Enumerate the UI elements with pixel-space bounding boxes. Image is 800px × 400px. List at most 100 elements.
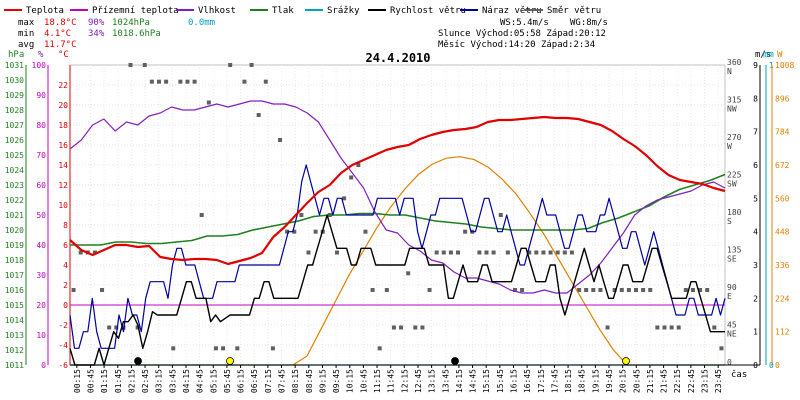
x-tick-label: 00:45 bbox=[86, 369, 95, 393]
pct-tick-label: 70 bbox=[36, 151, 46, 160]
dir-point bbox=[221, 346, 226, 351]
chart-title: 24.4.2010 bbox=[365, 51, 430, 65]
legend-label: Náraz větru bbox=[482, 6, 542, 16]
hpa-tick-label: 1021 bbox=[5, 211, 24, 220]
hpa-tick-label: 1029 bbox=[5, 91, 24, 100]
dir-compass-label: NW bbox=[727, 105, 737, 114]
dir-point bbox=[548, 250, 553, 255]
stats-min-hum: 34% bbox=[88, 29, 105, 39]
axis-title-pct: % bbox=[38, 50, 44, 60]
wm2-tick-label: 224 bbox=[775, 294, 790, 303]
dir-point bbox=[420, 325, 425, 330]
x-tick-label: 14:45 bbox=[469, 369, 478, 393]
x-tick-label: 22:15 bbox=[673, 369, 682, 393]
degc-tick-label: -2 bbox=[58, 321, 68, 330]
legend: Teplota Přízemní teplota Vlhkost Tlak Srážky… bbox=[4, 6, 601, 16]
hpa-tick-label: 1022 bbox=[5, 196, 24, 205]
dir-point bbox=[605, 325, 610, 330]
dir-point bbox=[641, 288, 646, 292]
dir-point bbox=[78, 250, 83, 255]
pct-tick-label: 0 bbox=[41, 361, 46, 370]
legend-item: Teplota bbox=[4, 6, 64, 16]
hpa-tick-label: 1019 bbox=[5, 241, 24, 250]
x-tick-label: 20:45 bbox=[632, 369, 641, 393]
x-tick-label: 23:15 bbox=[701, 369, 710, 393]
stats-moon: Měsíc Východ:14:20 Západ:2:34 bbox=[438, 40, 595, 50]
x-tick-label: 18:45 bbox=[578, 369, 587, 393]
dir-point bbox=[349, 175, 354, 180]
pct-tick-label: 10 bbox=[36, 331, 46, 340]
dir-point bbox=[676, 325, 681, 330]
x-tick-label: 00:15 bbox=[73, 369, 82, 393]
stats-wind-gust: WG:8m/s bbox=[570, 18, 608, 28]
x-tick-label: 17:45 bbox=[550, 369, 559, 393]
degc-tick-label: 8 bbox=[63, 221, 68, 230]
x-tick-label: 17:15 bbox=[537, 369, 546, 393]
dir-point bbox=[534, 250, 539, 255]
wm2-tick-label: 0 bbox=[775, 361, 780, 370]
dir-tick-label: 270 bbox=[727, 133, 742, 142]
degc-tick-label: 4 bbox=[63, 261, 68, 270]
dir-point bbox=[334, 250, 339, 255]
hpa-tick-label: 1018 bbox=[5, 256, 24, 265]
hpa-tick-label: 1020 bbox=[5, 226, 24, 235]
dir-point bbox=[92, 250, 97, 255]
legend-label: Teplota bbox=[26, 6, 64, 16]
legend-item: Směr větru bbox=[525, 6, 601, 16]
dir-point bbox=[114, 325, 119, 330]
hpa-tick-label: 1025 bbox=[5, 151, 24, 160]
dir-point bbox=[256, 113, 261, 117]
dir-point bbox=[541, 250, 546, 255]
dir-point bbox=[206, 100, 211, 105]
x-tick-label: 02:15 bbox=[127, 369, 136, 393]
dir-point bbox=[569, 250, 574, 255]
hpa-tick-label: 1014 bbox=[5, 316, 24, 325]
stats-avg-temp: 11.7°C bbox=[44, 40, 77, 50]
dir-point bbox=[634, 288, 639, 292]
ms-tick-label: 1 bbox=[753, 328, 758, 337]
dir-point bbox=[655, 325, 660, 330]
x-tick-label: 04:45 bbox=[196, 369, 205, 393]
x-tick-label: 12:45 bbox=[414, 369, 423, 393]
dir-point bbox=[285, 229, 290, 234]
x-tick-label: 08:45 bbox=[305, 369, 314, 393]
x-tick-label: 22:45 bbox=[687, 369, 696, 393]
stats-sun: Slunce Východ:05:58 Západ:20:12 bbox=[438, 29, 606, 39]
hpa-tick-label: 1023 bbox=[5, 181, 24, 190]
dir-point bbox=[178, 79, 183, 84]
legend-item: Vlhkost bbox=[176, 6, 236, 16]
x-tick-label: 14:15 bbox=[455, 369, 464, 393]
hpa-tick-label: 1028 bbox=[5, 106, 24, 115]
dir-point bbox=[156, 79, 161, 84]
degc-tick-label: 22 bbox=[58, 81, 68, 90]
dir-point bbox=[598, 288, 603, 292]
x-tick-label: 05:45 bbox=[223, 369, 232, 393]
hpa-tick-label: 1031 bbox=[5, 61, 24, 70]
x-axis: 00:15 00:45 01:15 01:45 02:15 02:45 03:15 03:45… bbox=[70, 364, 760, 393]
dir-point bbox=[456, 250, 461, 255]
legend-item: Srážky bbox=[305, 6, 360, 16]
dir-point bbox=[555, 250, 560, 255]
wm2-tick-label: 336 bbox=[775, 261, 790, 270]
dir-point bbox=[669, 325, 674, 330]
dir-compass-label: SE bbox=[727, 255, 737, 264]
dir-point bbox=[698, 288, 703, 292]
dir-tick-label: 315 bbox=[727, 96, 742, 105]
hpa-tick-label: 1012 bbox=[5, 346, 24, 355]
wm2-tick-label: 784 bbox=[775, 128, 790, 137]
degc-tick-label: 10 bbox=[58, 201, 68, 210]
degc-tick-label: -4 bbox=[58, 341, 68, 350]
dir-point bbox=[142, 63, 147, 67]
dir-point bbox=[135, 325, 140, 330]
series-teplota bbox=[69, 115, 726, 266]
x-tick-label: 02:45 bbox=[141, 369, 150, 393]
x-tick-label: 03:45 bbox=[168, 369, 177, 393]
dir-compass-label: E bbox=[727, 292, 732, 301]
dir-point bbox=[121, 325, 126, 330]
wm2-tick-label: 896 bbox=[775, 94, 790, 103]
dir-point bbox=[683, 288, 688, 292]
dir-point bbox=[107, 325, 112, 330]
moon-marker bbox=[451, 357, 459, 365]
